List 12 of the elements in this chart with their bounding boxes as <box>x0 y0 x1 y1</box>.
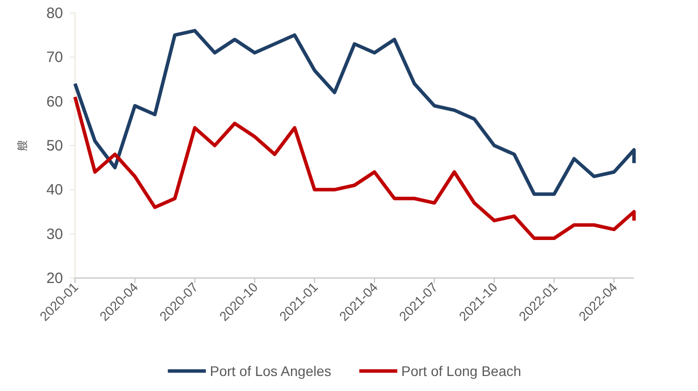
y-tick-label: 50 <box>46 138 63 154</box>
y-tick-label: 30 <box>46 226 63 243</box>
y-tick-label: 60 <box>46 93 63 110</box>
y-tick-label: 40 <box>46 182 63 199</box>
legend-label: Port of Long Beach <box>401 363 522 379</box>
line-series <box>73 28 636 196</box>
y-axis-title: 艘 <box>17 140 29 151</box>
y-tick-label: 80 <box>46 5 63 22</box>
y-tick-label: 20 <box>46 270 63 287</box>
y-tick-label: 70 <box>46 49 63 66</box>
line-series <box>73 95 636 240</box>
legend-label: Port of Los Angeles <box>210 363 332 379</box>
